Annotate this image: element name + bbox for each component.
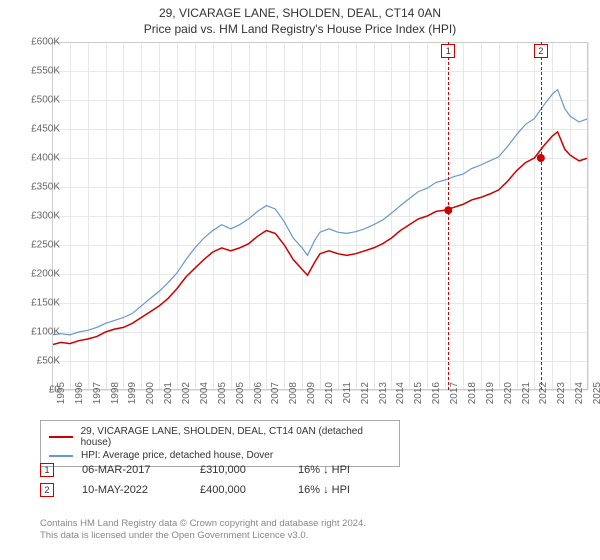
y-tick-label: £200K (10, 269, 60, 280)
x-tick-label: 2018 (467, 382, 478, 412)
marker-badge-2: 2 (40, 483, 54, 497)
title-area: 29, VICARAGE LANE, SHOLDEN, DEAL, CT14 0… (0, 0, 600, 38)
plot-svg (52, 42, 588, 390)
legend-row: 29, VICARAGE LANE, SHOLDEN, DEAL, CT14 0… (49, 425, 391, 449)
x-tick-label: 2020 (503, 382, 514, 412)
x-tick-label: 1998 (110, 382, 121, 412)
y-tick-label: £350K (10, 182, 60, 193)
x-tick-label: 2007 (270, 382, 281, 412)
footer-line2: This data is licensed under the Open Gov… (40, 530, 366, 542)
table-row: 2 10-MAY-2022 £400,000 16% ↓ HPI (40, 480, 350, 500)
y-tick-label: £600K (10, 37, 60, 48)
x-tick-label: 2010 (324, 382, 335, 412)
x-tick-label: 1997 (92, 382, 103, 412)
legend-swatch-price (49, 436, 73, 438)
x-tick-label: 2001 (163, 382, 174, 412)
marker-flag-2: 2 (534, 44, 548, 58)
x-tick-label: 2005 (235, 382, 246, 412)
y-tick-label: £450K (10, 124, 60, 135)
x-tick-label: 2002 (181, 382, 192, 412)
tx-date: 06-MAR-2017 (82, 464, 172, 476)
x-tick-label: 2011 (342, 382, 353, 412)
x-tick-label: 2000 (145, 382, 156, 412)
y-tick-label: £150K (10, 298, 60, 309)
tx-price: £310,000 (200, 464, 270, 476)
transactions-table: 1 06-MAR-2017 £310,000 16% ↓ HPI 2 10-MA… (40, 460, 350, 500)
x-tick-label: 1996 (74, 382, 85, 412)
x-tick-label: 2015 (413, 382, 424, 412)
chart-area: 12 (52, 42, 588, 390)
y-tick-label: £0 (10, 385, 60, 396)
tx-delta: 16% ↓ HPI (298, 464, 350, 476)
x-tick-label: 2025 (592, 382, 600, 412)
x-tick-label: 2017 (449, 382, 460, 412)
y-tick-label: £100K (10, 327, 60, 338)
tx-price: £400,000 (200, 484, 270, 496)
x-tick-label: 1999 (127, 382, 138, 412)
x-tick-label: 2008 (288, 382, 299, 412)
legend-label-price: 29, VICARAGE LANE, SHOLDEN, DEAL, CT14 0… (81, 426, 391, 448)
x-tick-label: 2016 (431, 382, 442, 412)
y-tick-label: £50K (10, 356, 60, 367)
x-tick-label: 2005 (217, 382, 228, 412)
y-tick-label: £250K (10, 240, 60, 251)
x-tick-label: 2006 (253, 382, 264, 412)
x-tick-label: 2024 (574, 382, 585, 412)
y-tick-label: £400K (10, 153, 60, 164)
x-tick-label: 2014 (395, 382, 406, 412)
marker-badge-1: 1 (40, 463, 54, 477)
tx-date: 10-MAY-2022 (82, 484, 172, 496)
x-tick-label: 2004 (199, 382, 210, 412)
x-tick-label: 2012 (360, 382, 371, 412)
chart-title: 29, VICARAGE LANE, SHOLDEN, DEAL, CT14 0… (0, 6, 600, 20)
y-tick-label: £300K (10, 211, 60, 222)
x-tick-label: 2023 (556, 382, 567, 412)
y-tick-label: £550K (10, 66, 60, 77)
x-tick-label: 2009 (306, 382, 317, 412)
marker-flag-1: 1 (441, 44, 455, 58)
x-tick-label: 2021 (521, 382, 532, 412)
x-tick-label: 2013 (378, 382, 389, 412)
x-tick-label: 1995 (56, 382, 67, 412)
footer-attribution: Contains HM Land Registry data © Crown c… (40, 518, 366, 543)
legend-swatch-hpi (49, 455, 73, 457)
tx-delta: 16% ↓ HPI (298, 484, 350, 496)
series-hpi (52, 90, 588, 335)
x-tick-label: 2019 (485, 382, 496, 412)
x-tick-label: 2022 (538, 382, 549, 412)
footer-line1: Contains HM Land Registry data © Crown c… (40, 518, 366, 530)
table-row: 1 06-MAR-2017 £310,000 16% ↓ HPI (40, 460, 350, 480)
chart-subtitle: Price paid vs. HM Land Registry's House … (0, 22, 600, 36)
y-tick-label: £500K (10, 95, 60, 106)
